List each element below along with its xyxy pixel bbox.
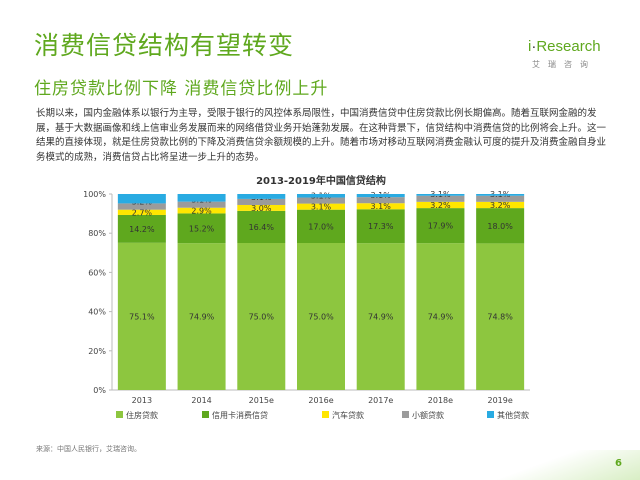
bar-data-label: 3.0% bbox=[251, 204, 272, 213]
y-tick-label: 80% bbox=[88, 229, 106, 238]
logo-wordmark: i·Research bbox=[528, 38, 601, 55]
bar-segment bbox=[356, 194, 405, 198]
bar-segment bbox=[416, 201, 465, 209]
x-tick-label: 2013 bbox=[132, 396, 152, 405]
bar-data-label: 3.2% bbox=[490, 201, 511, 210]
x-tick-label: 2015e bbox=[249, 396, 274, 405]
legend-label: 其他贷款 bbox=[497, 410, 529, 420]
bar-data-label: 2.9% bbox=[191, 207, 212, 216]
bar-data-label: 75.1% bbox=[129, 312, 155, 321]
bar-segment bbox=[177, 213, 226, 244]
bar-data-label: 18.0% bbox=[487, 222, 513, 231]
bar-data-label: 17.3% bbox=[368, 222, 394, 231]
legend-swatch bbox=[322, 411, 329, 418]
x-tick-label: 2016e bbox=[308, 396, 333, 405]
legend-swatch bbox=[116, 411, 123, 418]
legend-label: 住房贷款 bbox=[126, 410, 158, 420]
logo-suffix: Research bbox=[536, 38, 601, 55]
bar-segment bbox=[177, 201, 226, 208]
bar-segment bbox=[237, 198, 286, 205]
bar-segment bbox=[237, 194, 286, 199]
bar-segment bbox=[297, 197, 345, 204]
bar-segment bbox=[117, 209, 166, 215]
bar-data-label: 17.9% bbox=[428, 222, 454, 231]
legend-swatch bbox=[402, 411, 409, 418]
x-tick-label: 2019e bbox=[488, 396, 513, 405]
bar-data-label: 15.2% bbox=[189, 224, 215, 233]
bar-data-label: 3.1% bbox=[371, 202, 392, 211]
x-tick-label: 2018e bbox=[428, 396, 453, 405]
bar-segment bbox=[476, 243, 525, 390]
bar-segment bbox=[356, 243, 405, 390]
legend-swatch bbox=[202, 411, 209, 418]
bar-segment bbox=[117, 242, 166, 390]
bar-segment bbox=[476, 195, 525, 202]
source-note: 来源：中国人民银行，艾瑞咨询。 bbox=[36, 445, 141, 453]
page-number: 6 bbox=[615, 458, 622, 469]
bar-segment bbox=[416, 194, 465, 196]
bar-segment bbox=[117, 214, 166, 243]
bar-segment bbox=[416, 243, 465, 390]
legend-label: 小额贷款 bbox=[412, 410, 444, 420]
bar-segment bbox=[476, 194, 525, 196]
bar-data-label: 74.9% bbox=[428, 313, 454, 322]
slide-title: 消费信贷结构有望转变 bbox=[34, 31, 295, 60]
bar-segment bbox=[297, 209, 345, 243]
y-tick-label: 60% bbox=[88, 268, 106, 277]
corner-decoration bbox=[480, 450, 640, 480]
iresearch-logo: i·Research 艾瑞咨询 bbox=[528, 38, 608, 74]
bar-data-label: 2.7% bbox=[132, 209, 153, 218]
bar-segment bbox=[476, 208, 525, 244]
bar-segment bbox=[416, 208, 465, 244]
bar-data-label: 3.2% bbox=[430, 201, 451, 210]
bar-segment bbox=[356, 203, 405, 210]
bar-segment bbox=[177, 243, 226, 390]
bar-segment bbox=[177, 194, 226, 202]
logo-dot: · bbox=[531, 38, 537, 55]
bar-segment bbox=[356, 197, 405, 204]
bar-segment bbox=[117, 203, 166, 210]
bar-data-label: 75.0% bbox=[308, 313, 334, 322]
x-tick-label: 2014 bbox=[191, 396, 211, 405]
bar-segment bbox=[416, 195, 465, 202]
body-paragraph: 长期以来，国内金融体系以银行为主导，受限于银行的风控体系局限性，中国消费信贷中住… bbox=[36, 108, 607, 163]
bar-data-label: 3.1% bbox=[311, 203, 332, 212]
logo-prefix: i bbox=[528, 38, 532, 55]
logo-subtitle: 艾瑞咨询 bbox=[532, 60, 596, 69]
bar-data-label: 14.2% bbox=[129, 225, 155, 234]
chart-title: 2013-2019年中国信贷结构 bbox=[256, 174, 386, 187]
bar-segment bbox=[297, 243, 345, 390]
legend-swatch bbox=[487, 411, 494, 418]
legend-label: 信用卡消费信贷 bbox=[212, 410, 268, 420]
bar-segment bbox=[476, 201, 525, 209]
y-tick-label: 0% bbox=[93, 386, 106, 395]
slide-subtitle: 住房贷款比例下降 消费信贷比例上升 bbox=[34, 79, 329, 99]
y-tick-label: 100% bbox=[83, 190, 106, 199]
bar-segment bbox=[356, 209, 405, 244]
bar-segment bbox=[237, 210, 286, 243]
bar-segment bbox=[237, 243, 286, 390]
bar-data-label: 17.0% bbox=[308, 222, 334, 231]
legend-label: 汽车贷款 bbox=[332, 410, 364, 420]
bar-data-label: 74.9% bbox=[368, 313, 394, 322]
bar-segment bbox=[237, 204, 286, 211]
bar-data-label: 16.4% bbox=[249, 223, 275, 232]
bar-segment bbox=[297, 194, 345, 198]
bar-data-label: 74.8% bbox=[487, 313, 513, 322]
y-tick-label: 20% bbox=[88, 347, 106, 356]
x-tick-label: 2017e bbox=[368, 396, 393, 405]
bar-data-label: 74.9% bbox=[189, 313, 215, 322]
bar-data-label: 75.0% bbox=[249, 313, 275, 322]
bar-segment bbox=[297, 203, 345, 210]
y-tick-label: 40% bbox=[88, 308, 106, 317]
bar-segment bbox=[117, 194, 166, 204]
bar-segment bbox=[177, 207, 226, 214]
